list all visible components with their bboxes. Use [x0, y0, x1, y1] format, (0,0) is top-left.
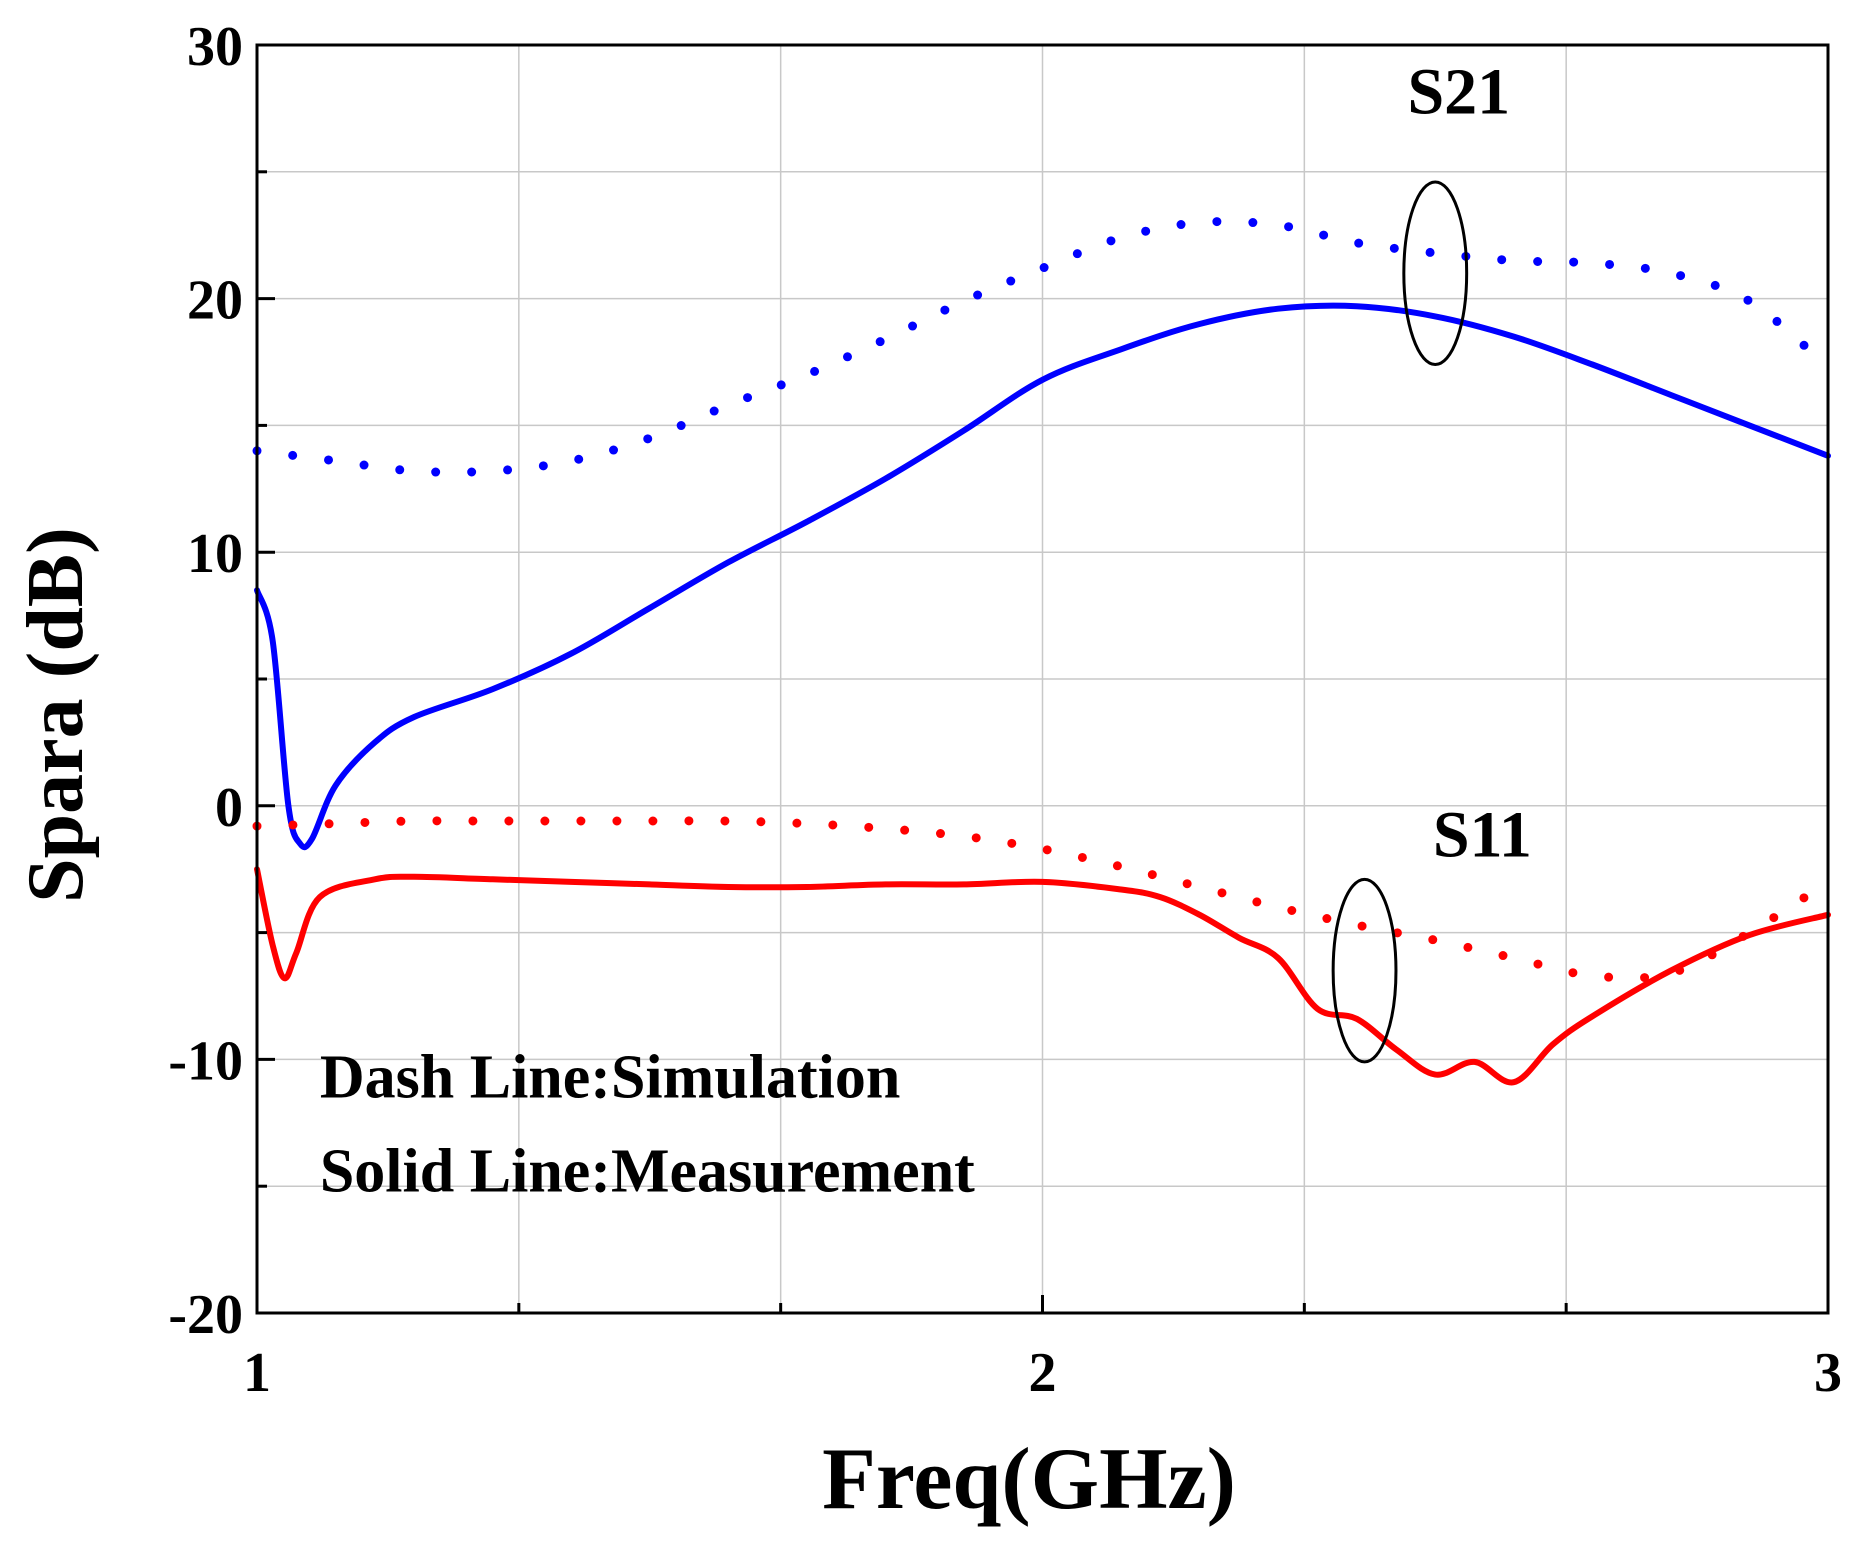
legend-note-2: Solid Line:Measurement — [320, 1137, 975, 1205]
s11-ellipse-marker — [1331, 877, 1398, 1064]
series-layer — [252, 216, 1833, 1086]
axis-ticks — [255, 43, 1830, 1315]
x-tick-label: 3 — [1814, 1342, 1842, 1404]
s11-label: S11 — [1433, 799, 1532, 872]
y-tick-label: 20 — [187, 270, 243, 332]
x-tick-label: 1 — [243, 1342, 271, 1404]
x-axis-label: Freq(GHz) — [822, 1431, 1236, 1528]
s21-simulation-line — [252, 216, 1833, 477]
y-tick-label: 0 — [215, 777, 243, 839]
y-tick-label: -10 — [168, 1030, 243, 1092]
legend-note-1: Dash Line:Simulation — [320, 1043, 901, 1111]
y-tick-label: 30 — [187, 16, 243, 78]
s21-ellipse-marker — [1402, 180, 1469, 367]
y-axis-label: Spara (dB) — [12, 527, 100, 903]
s21-measurement-line — [254, 302, 1831, 851]
y-tick-label: -20 — [168, 1284, 243, 1346]
y-tick-label: 10 — [187, 523, 243, 585]
y-tick-labels: -20 -10 0 10 20 30 — [168, 16, 243, 1346]
s11-simulation-line — [252, 816, 1833, 983]
x-tick-label: 2 — [1029, 1342, 1057, 1404]
annotations: S21 S11 Dash Line:Simulation Solid Line:Mea… — [320, 55, 1532, 1205]
s21-label: S21 — [1407, 55, 1510, 128]
x-tick-labels: 1 2 3 — [243, 1342, 1842, 1404]
s11-measurement-line — [254, 866, 1831, 1086]
